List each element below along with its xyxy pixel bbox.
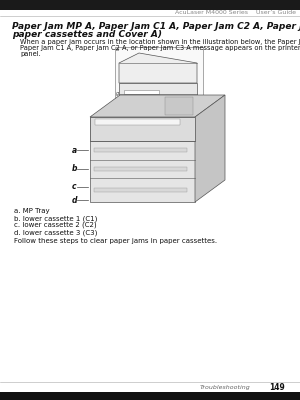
Bar [90, 117, 195, 202]
Text: panel.: panel. [20, 51, 41, 57]
Text: When a paper jam occurs in the location shown in the illustration below, the Pap: When a paper jam occurs in the location … [20, 39, 300, 45]
Bar [115, 47, 203, 105]
Bar [0, 0, 300, 10]
Polygon shape [119, 53, 197, 83]
Bar [165, 97, 193, 115]
Text: d. lower cassette 3 (C3): d. lower cassette 3 (C3) [14, 229, 98, 236]
Text: c: c [72, 182, 76, 191]
Bar [90, 117, 195, 141]
Text: AcuLaser M4000 Series    User’s Guide: AcuLaser M4000 Series User’s Guide [175, 10, 296, 16]
Polygon shape [124, 90, 159, 94]
Text: Follow these steps to clear paper jams in paper cassettes.: Follow these steps to clear paper jams i… [14, 238, 217, 244]
Polygon shape [90, 95, 225, 117]
Text: Paper Jam MP A, Paper Jam C1 A, Paper Jam C2 A, Paper Jam C3 A (All: Paper Jam MP A, Paper Jam C1 A, Paper Ja… [12, 22, 300, 31]
Bar [119, 83, 197, 101]
Text: a. MP Tray: a. MP Tray [14, 208, 50, 214]
Text: a: a [116, 47, 119, 52]
Text: Paper Jam C1 A, Paper Jam C2 A, or Paper Jam C3 A message appears on the printer: Paper Jam C1 A, Paper Jam C2 A, or Paper… [20, 45, 300, 51]
Text: 149: 149 [269, 384, 285, 392]
Bar [0, 392, 300, 400]
Text: b: b [72, 164, 77, 173]
Text: g: g [116, 91, 119, 96]
Bar [95, 119, 180, 125]
Text: a: a [72, 146, 77, 155]
Text: b. lower cassette 1 (C1): b. lower cassette 1 (C1) [14, 215, 98, 222]
Text: c. lower cassette 2 (C2): c. lower cassette 2 (C2) [14, 222, 97, 228]
Text: d: d [72, 196, 77, 205]
Bar [94, 188, 187, 192]
Bar [94, 167, 187, 171]
Bar [94, 148, 187, 152]
Text: paper cassettes and Cover A): paper cassettes and Cover A) [12, 30, 162, 39]
Polygon shape [195, 95, 225, 202]
Text: Troubleshooting: Troubleshooting [200, 386, 251, 390]
